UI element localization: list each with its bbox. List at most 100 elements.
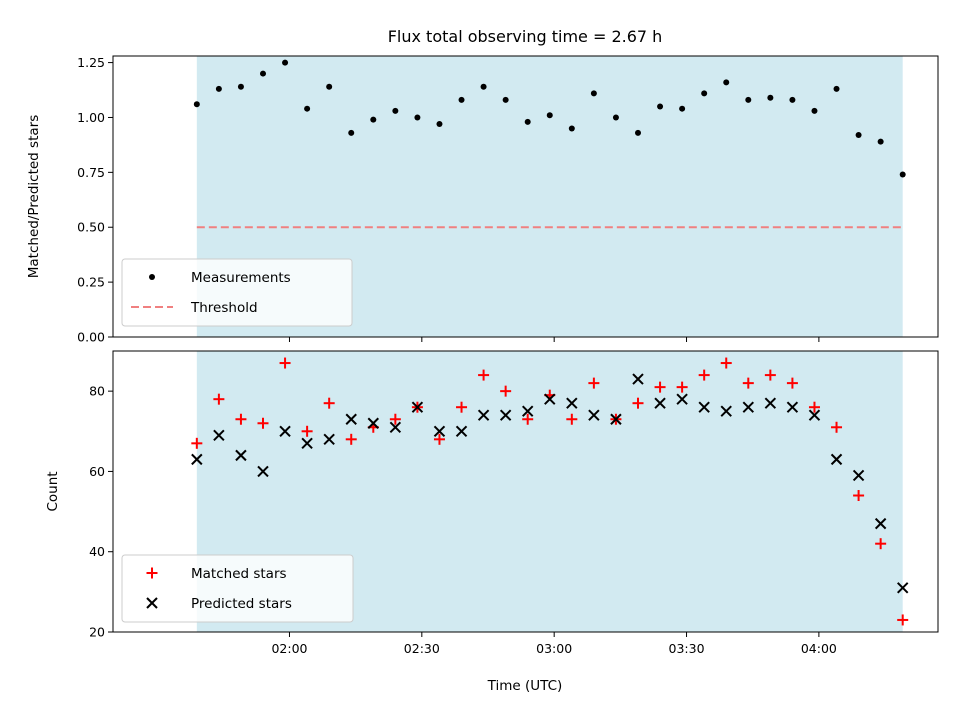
measurement-point [193, 101, 200, 108]
measurement-point [215, 85, 222, 92]
y-tick-label: 40 [89, 544, 105, 559]
x-tick-label: 02:00 [271, 641, 307, 656]
matched-star-point [323, 397, 335, 409]
predicted-star-point [411, 401, 424, 413]
predicted-star-point [786, 401, 799, 413]
y-tick-label: 1.25 [77, 55, 105, 70]
measurement-point [282, 59, 289, 66]
matched-star-point [213, 393, 225, 405]
measurement-point [414, 114, 421, 121]
y-tick-label: 20 [89, 625, 105, 640]
predicted-star-point [610, 413, 622, 425]
measurement-point [767, 94, 774, 101]
x-tick-label: 04:00 [801, 641, 837, 656]
predicted-star-point [301, 437, 313, 450]
matched-star-point [654, 381, 666, 393]
measurement-point [745, 96, 752, 103]
x-tick-label: 03:30 [669, 641, 705, 656]
predicted-star-point [874, 517, 887, 530]
predicted-star-point [588, 409, 600, 421]
matched-star-point [875, 538, 887, 550]
matched-star-point [698, 369, 710, 381]
predicted-star-point [830, 453, 843, 466]
predicted-star-point [698, 401, 710, 413]
x-tick-label: 02:30 [404, 641, 440, 656]
matched-star-point [742, 377, 754, 389]
y-tick-label: 1.00 [77, 110, 105, 125]
bottom-panel: 20 40 60 80 02:00 02:30 03:00 03:30 04:00 Count Ma… [45, 350, 939, 656]
y-axis-label: Matched/Predicted stars [26, 115, 42, 278]
matched-star-point [345, 433, 357, 445]
measurement-point [590, 90, 597, 97]
measurement-point [877, 138, 884, 145]
predicted-star-point [521, 405, 534, 417]
measurement-point [326, 83, 333, 90]
measurement-point [811, 107, 818, 114]
predicted-star-point [499, 409, 512, 421]
top-legend-box [121, 258, 353, 327]
measurement-point [635, 129, 641, 136]
predicted-star-point [323, 433, 335, 446]
chart-title: Flux total observing time = 2.67 h [388, 27, 663, 46]
measurement-point [436, 121, 443, 128]
y-tick-label: 60 [89, 464, 105, 479]
measurement-point [899, 171, 906, 178]
matched-star-point [257, 417, 269, 429]
matched-star-point [720, 357, 732, 369]
measurement-point [458, 96, 465, 103]
matched-star-point [191, 437, 203, 449]
x-tick-label: 03:00 [536, 641, 572, 656]
matched-star-point [764, 369, 776, 381]
measurement-point [304, 105, 311, 112]
top-legend: Measurements Threshold [121, 258, 353, 327]
y-tick-label: 0.50 [77, 220, 105, 235]
predicted-star-point [235, 449, 247, 462]
measurement-point [833, 85, 840, 92]
matched-star-point [853, 490, 865, 502]
measurement-point [480, 83, 487, 90]
measurement-point [612, 114, 619, 121]
measurement-point [679, 105, 686, 112]
predicted-star-point [764, 397, 777, 409]
matched-star-point [676, 381, 688, 393]
predicted-star-point [213, 429, 225, 442]
measurement-point [546, 112, 553, 119]
measurement-point [701, 90, 708, 97]
matched-star-point [235, 413, 247, 425]
predicted-star-point [455, 425, 468, 437]
measurement-point [855, 132, 862, 139]
matched-star-point [897, 614, 909, 626]
measurement-point [348, 129, 355, 136]
predicted-star-point [279, 425, 291, 437]
measurement-point [260, 70, 266, 77]
matched-star-point [566, 413, 578, 425]
matched-star-point [808, 401, 820, 413]
matched-star-point [433, 433, 445, 445]
predicted-star-point [257, 465, 269, 478]
predicted-star-point [566, 397, 578, 409]
top-panel: 0.00 0.25 0.50 0.75 1.00 1.25 Matched/Predicte… [26, 55, 939, 345]
measurement-point [657, 103, 664, 110]
legend-predicted-label: Predicted stars [191, 596, 292, 612]
measurement-point [723, 79, 730, 86]
top-axes-frame [112, 55, 939, 338]
measurement-point [370, 116, 377, 123]
matched-star-point [389, 413, 401, 425]
predicted-star-point [367, 417, 380, 429]
y-axis-label: Count [45, 471, 61, 511]
legend-matched-label: Matched stars [191, 566, 287, 582]
predicted-star-point [720, 405, 732, 417]
legend-predicted-marker [146, 597, 158, 609]
measurement-point [392, 107, 399, 114]
measurement-point [568, 125, 575, 132]
matched-star-point [279, 357, 291, 369]
x-axis-label: Time (UTC) [487, 678, 563, 694]
matched-star-point [786, 377, 798, 389]
predicted-star-point [389, 421, 402, 433]
measurement-point [502, 96, 509, 103]
matched-star-point [301, 425, 313, 437]
measurement-point [237, 83, 244, 90]
bottom-legend-box [121, 554, 354, 623]
y-tick-label: 80 [89, 384, 105, 399]
